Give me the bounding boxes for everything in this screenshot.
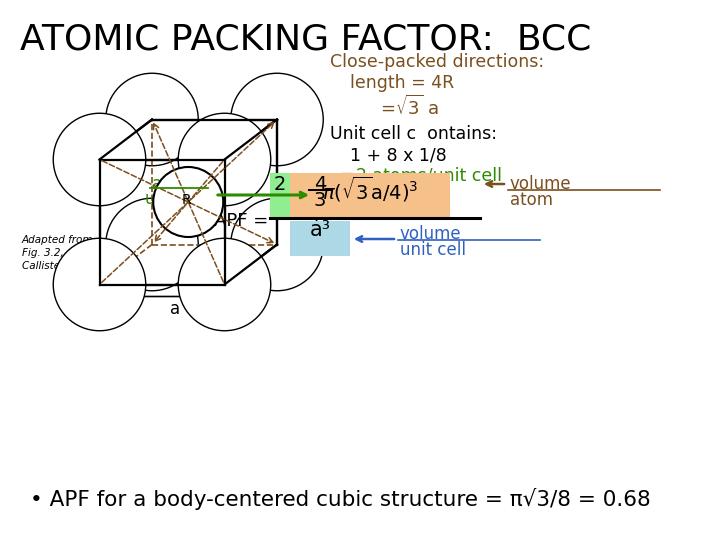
Text: Close-packed directions:: Close-packed directions: [330, 53, 544, 71]
Text: R: R [181, 193, 191, 207]
Circle shape [179, 113, 271, 206]
Text: volume: volume [510, 175, 572, 193]
Text: 3: 3 [314, 191, 326, 210]
Text: Adapted from
Fig. 3.2,
Callister 6e.: Adapted from Fig. 3.2, Callister 6e. [22, 235, 94, 272]
Circle shape [53, 238, 145, 330]
Text: 2 atoms/unit cell: 2 atoms/unit cell [356, 167, 502, 185]
Circle shape [106, 73, 198, 166]
Text: unit cell: unit cell [400, 241, 466, 259]
Circle shape [230, 73, 323, 166]
Circle shape [230, 198, 323, 291]
Circle shape [106, 198, 198, 291]
Text: 4: 4 [314, 175, 326, 194]
Bar [290, 173, 450, 218]
Text: atom: atom [510, 191, 553, 209]
Bar [270, 173, 290, 218]
Text: 1 + 8 x 1/8: 1 + 8 x 1/8 [350, 146, 446, 164]
Bar [290, 221, 350, 256]
Text: length = 4R: length = 4R [350, 74, 454, 92]
Text: atoms: atoms [152, 175, 204, 193]
Text: unit cell: unit cell [145, 190, 211, 208]
Circle shape [53, 113, 145, 206]
Text: 2: 2 [274, 175, 286, 194]
Text: a³: a³ [310, 220, 330, 240]
Text: ATOMIC PACKING FACTOR:  BCC: ATOMIC PACKING FACTOR: BCC [20, 22, 591, 56]
Circle shape [153, 167, 223, 237]
Circle shape [179, 238, 271, 330]
Text: a: a [170, 300, 180, 318]
Text: Unit cell c  ontains:: Unit cell c ontains: [330, 125, 497, 143]
Text: APF =: APF = [214, 212, 268, 230]
Text: =: = [340, 167, 360, 185]
Text: $\pi(\sqrt{3}$a/4$)^3$: $\pi(\sqrt{3}$a/4$)^3$ [322, 175, 418, 204]
Text: =$\sqrt{3}$ a: =$\sqrt{3}$ a [380, 95, 438, 119]
Text: volume: volume [400, 225, 462, 243]
Text: • APF for a body-centered cubic structure = π√3/8 = 0.68: • APF for a body-centered cubic structur… [30, 488, 651, 510]
